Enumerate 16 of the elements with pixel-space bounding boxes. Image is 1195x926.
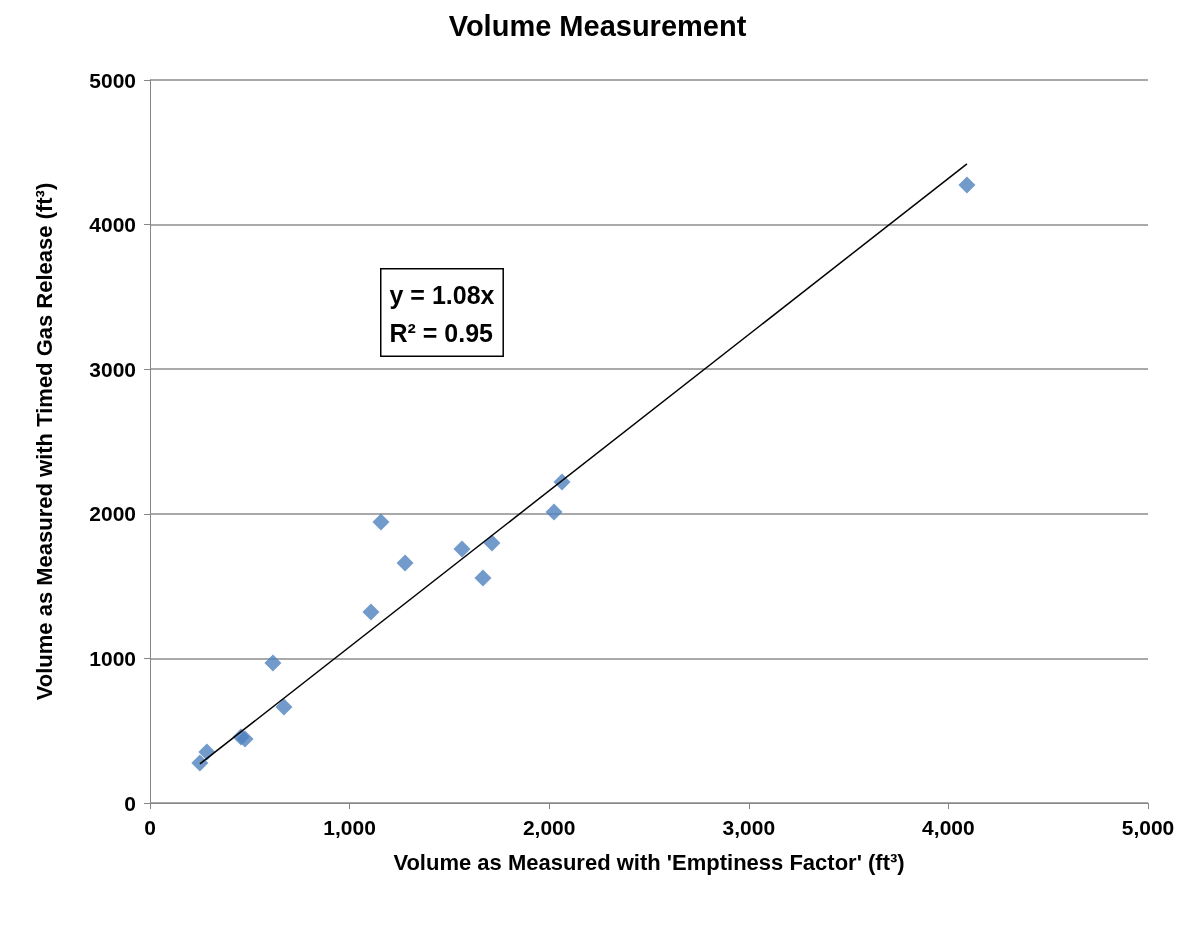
annotation: y = 1.08x R² = 0.95 [389, 280, 495, 347]
x-tick-label: 4,000 [922, 816, 975, 839]
y-tick-label: 3000 [89, 357, 136, 381]
x-axis-title: Volume as Measured with 'Emptiness Factor' (ft³) [393, 849, 905, 875]
y-tick-label: 5000 [89, 68, 136, 92]
y-tick-label: 1000 [89, 646, 136, 670]
x-tick-label: 2,000 [522, 816, 576, 839]
y-axis-title: Volume as Measured with Timed Gas Release (ft³) [31, 182, 57, 701]
y-tick-label: 2000 [89, 502, 136, 526]
y-tick-label: 4000 [89, 213, 136, 237]
chart-title: Volume Measurement [448, 9, 747, 42]
x-tick-label: 0 [144, 816, 156, 839]
y-tick-label: 0 [124, 791, 136, 815]
x-tick-label: 5,000 [1121, 816, 1175, 839]
x-tick-label: 1,000 [323, 816, 376, 839]
x-tick-label: 3,000 [722, 816, 776, 839]
